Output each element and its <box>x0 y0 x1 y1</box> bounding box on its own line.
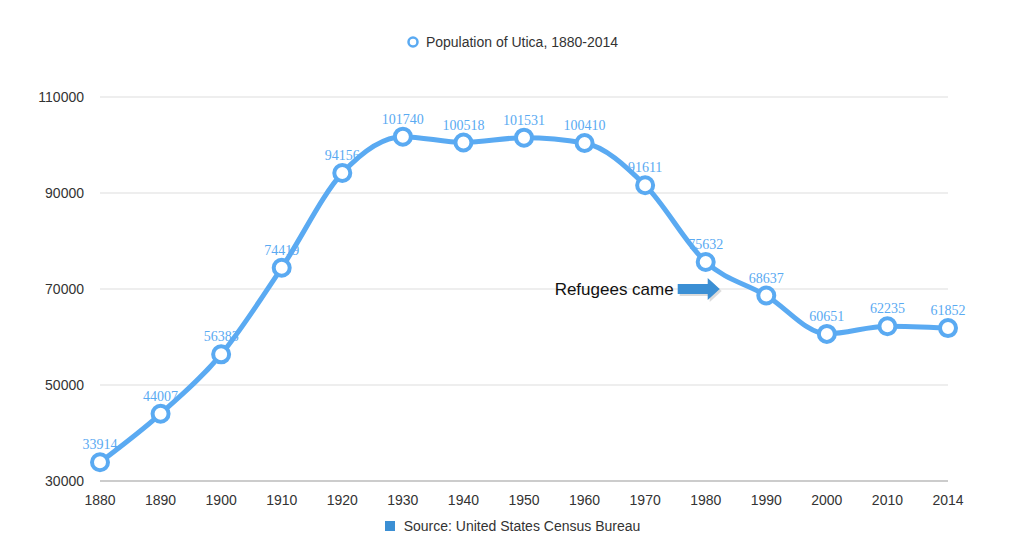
svg-text:60651: 60651 <box>809 309 844 324</box>
svg-text:90000: 90000 <box>45 185 84 201</box>
svg-text:1960: 1960 <box>569 492 600 508</box>
svg-text:1900: 1900 <box>206 492 237 508</box>
svg-text:101531: 101531 <box>503 113 545 128</box>
svg-text:74419: 74419 <box>264 243 299 258</box>
svg-text:44007: 44007 <box>143 389 178 404</box>
html-text:Population of Utica, 1880-2014: Population of Utica, 1880-2014 <box>425 34 619 50</box>
html-text:Source: United States Census B: Source: United States Census Bureau <box>403 518 641 534</box>
svg-text:1980: 1980 <box>690 492 721 508</box>
svg-text:1970: 1970 <box>630 492 661 508</box>
svg-text:61852: 61852 <box>931 303 966 318</box>
svg-text:50000: 50000 <box>45 377 84 393</box>
svg-text:110000: 110000 <box>38 89 84 105</box>
svg-text:56383: 56383 <box>204 329 239 344</box>
svg-text:62235: 62235 <box>870 301 905 316</box>
svg-text:1940: 1940 <box>448 492 479 508</box>
svg-text:30000: 30000 <box>45 473 84 489</box>
svg-text:100518: 100518 <box>442 118 484 133</box>
svg-text:1910: 1910 <box>266 492 297 508</box>
svg-text:70000: 70000 <box>45 281 84 297</box>
svg-text:2000: 2000 <box>811 492 842 508</box>
svg-text:91611: 91611 <box>628 160 662 175</box>
svg-text:33914: 33914 <box>83 437 118 452</box>
svg-text:2014: 2014 <box>932 492 963 508</box>
svg-text:2010: 2010 <box>872 492 903 508</box>
svg-text:1920: 1920 <box>327 492 358 508</box>
svg-text:1990: 1990 <box>751 492 782 508</box>
svg-text:101740: 101740 <box>382 112 424 127</box>
svg-text:1950: 1950 <box>508 492 539 508</box>
svg-text:1880: 1880 <box>84 492 115 508</box>
svg-text:100410: 100410 <box>564 118 606 133</box>
svg-text:94156: 94156 <box>325 148 360 163</box>
svg-text:1890: 1890 <box>145 492 176 508</box>
svg-text:75632: 75632 <box>688 237 723 252</box>
svg-text:Refugees came: Refugees came <box>555 280 674 299</box>
svg-text:1930: 1930 <box>387 492 418 508</box>
svg-text:68637: 68637 <box>749 271 784 286</box>
